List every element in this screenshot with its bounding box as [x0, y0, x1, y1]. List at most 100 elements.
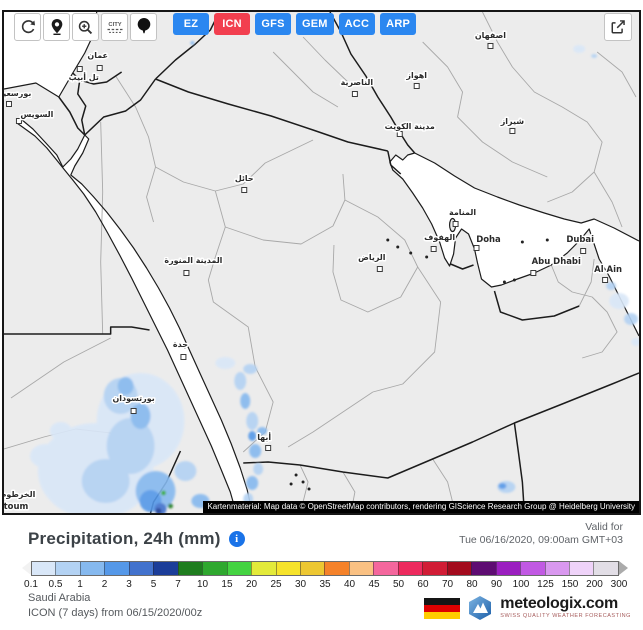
german-flag-icon — [424, 597, 461, 619]
scale-tick-100: 100 — [512, 579, 530, 590]
map-container[interactable]: عمان تل أبيب بورسعيد السويس الناصرية اهواز اصف… — [2, 10, 641, 515]
scale-cell-9 — [251, 562, 276, 575]
model-button-gfs[interactable]: GFS — [255, 13, 291, 35]
legend-panel: Precipitation, 24h (mm) i Valid for Tue … — [0, 515, 643, 630]
city-label: الناصرية — [341, 78, 374, 87]
scale-cell-19 — [495, 562, 521, 575]
city-marker — [15, 118, 22, 124]
city-marker — [265, 445, 272, 451]
city-labels-layer: عمان تل أبيب بورسعيد السويس الناصرية اهواز اصف… — [4, 29, 624, 512]
city-marker — [96, 65, 103, 71]
city-label: المدينة المنورة — [164, 256, 222, 265]
city-label: الهفوف — [424, 233, 455, 242]
scale-cell-3 — [104, 562, 129, 575]
admin-borders — [4, 12, 637, 513]
city-marker — [602, 277, 609, 283]
city-label: مدينة الكويت — [385, 122, 435, 131]
info-icon[interactable]: i — [228, 531, 245, 547]
brand-tagline: SWISS QUALITY WEATHER FORECASTING — [500, 613, 631, 620]
scale-tick-2: 2 — [101, 579, 108, 590]
city-marker — [413, 83, 420, 89]
map-svg[interactable]: عمان تل أبيب بورسعيد السويس الناصرية اهواز اصف… — [4, 12, 639, 513]
country-borders — [4, 12, 639, 513]
scale-tick-7: 7 — [175, 579, 181, 590]
scale-arrow-right — [619, 561, 628, 575]
city-marker — [180, 354, 187, 360]
scale-tick-50: 50 — [392, 579, 405, 590]
share-button[interactable] — [604, 13, 632, 41]
zoom-in-icon — [78, 20, 93, 34]
scale-tick-80: 80 — [466, 579, 478, 590]
footer-model-run: ICON (7 days) from 06/15/2020/00z — [28, 607, 203, 619]
svg-text:CITY: CITY — [108, 22, 121, 28]
city-labels-button[interactable]: CITY — [101, 13, 128, 41]
city-label: بورتسودان — [112, 394, 154, 403]
scale-cell-23 — [593, 562, 618, 575]
footer-region: Saudi Arabia — [28, 592, 91, 604]
city-label: اصفهان — [475, 31, 506, 40]
scale-tick-0.1: 0.1 — [24, 579, 38, 590]
scale-tick-15: 15 — [221, 579, 233, 590]
scale-cell-15 — [397, 562, 423, 575]
balloon-button[interactable] — [130, 13, 157, 41]
scale-cell-6 — [177, 562, 203, 575]
city-marker — [183, 270, 190, 276]
balloon-icon — [137, 18, 150, 34]
scale-tick-25: 25 — [270, 579, 282, 590]
zoom-in-button[interactable] — [72, 13, 99, 41]
brand-block[interactable]: meteologix.com SWISS QUALITY WEATHER FOR… — [424, 595, 631, 621]
scale-cell-4 — [128, 562, 154, 575]
scale-tick-60: 60 — [417, 579, 429, 590]
refresh-button[interactable] — [14, 13, 41, 41]
town-dots — [289, 238, 549, 491]
city-label: حائل — [235, 174, 254, 183]
model-button-acc[interactable]: ACC — [338, 13, 376, 35]
city-marker — [5, 101, 12, 107]
scale-tick-300: 300 — [610, 579, 628, 590]
city-marker — [487, 43, 494, 49]
city-label: أبها — [257, 432, 271, 442]
share-icon — [611, 20, 625, 34]
city-marker — [241, 187, 248, 193]
city-marker — [473, 245, 480, 251]
city-marker — [396, 131, 403, 137]
city-marker — [530, 270, 537, 276]
city-label: عمان — [87, 51, 108, 60]
scale-cells — [31, 561, 619, 576]
scale-cell-1 — [55, 562, 80, 575]
model-button-icn[interactable]: ICN — [214, 13, 250, 35]
map-attribution: Kartenmaterial: Map data © OpenStreetMap… — [203, 501, 639, 513]
city-label: الرياض — [358, 253, 386, 263]
city-label: Al Ain — [594, 264, 622, 274]
scale-tick-10: 10 — [196, 579, 209, 590]
model-button-gem[interactable]: GEM — [296, 13, 334, 35]
scale-cell-11 — [299, 562, 325, 575]
scale-cell-21 — [544, 562, 569, 575]
scale-tick-1: 1 — [77, 579, 83, 590]
map-toolbar: CITY EZ ICN GFS GEM ACC ARP — [14, 13, 417, 41]
city-marker — [580, 248, 587, 254]
model-button-ez[interactable]: EZ — [173, 13, 209, 35]
model-button-arp[interactable]: ARP — [380, 13, 417, 35]
city-label: شيراز — [500, 117, 524, 126]
scale-tick-20: 20 — [245, 579, 258, 590]
meteologix-logo-icon — [469, 596, 492, 620]
scale-cell-12 — [324, 562, 349, 575]
location-button[interactable] — [43, 13, 70, 41]
scale-cell-2 — [79, 562, 105, 575]
scale-cell-17 — [446, 562, 472, 575]
refresh-icon — [21, 20, 35, 34]
city-labels-icon: CITY — [107, 22, 122, 33]
color-scale-bar — [22, 561, 628, 576]
precipitation-overlay — [29, 41, 639, 513]
city-label: toum — [4, 501, 28, 511]
scale-cell-16 — [422, 562, 447, 575]
brand-name: meteologix.com — [500, 595, 618, 613]
city-label: المنامة — [449, 208, 476, 217]
city-label: Dubai — [566, 234, 594, 244]
scale-cell-13 — [348, 562, 374, 575]
city-label: جدة — [173, 340, 188, 349]
city-marker — [351, 91, 358, 97]
city-marker — [130, 408, 137, 414]
valid-for-value: Tue 06/16/2020, 09:00am GMT+03 — [459, 534, 623, 546]
